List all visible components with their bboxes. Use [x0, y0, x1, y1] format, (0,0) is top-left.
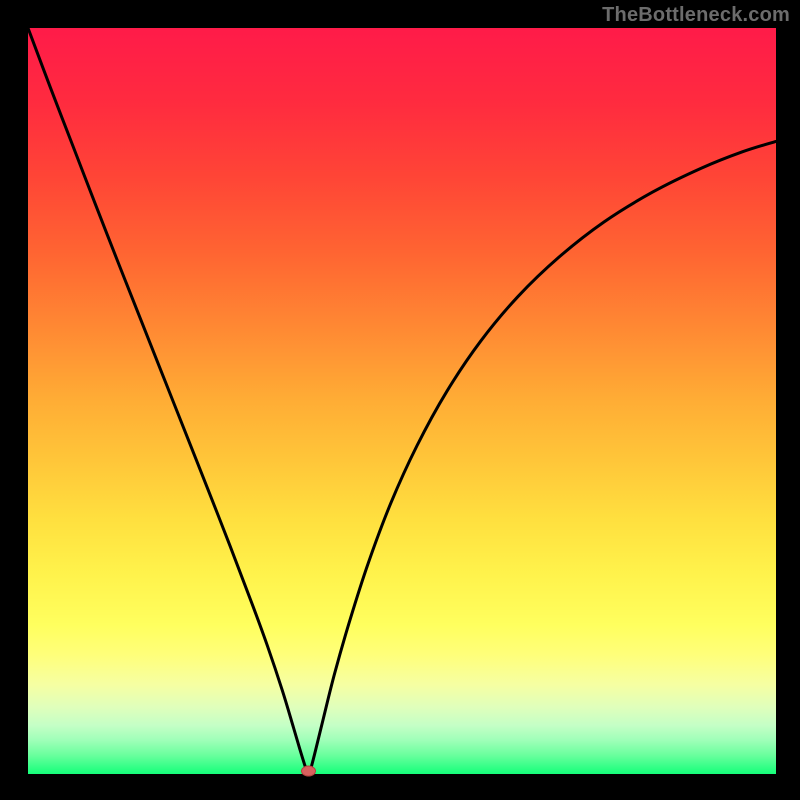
plot-background [28, 28, 776, 774]
chart-container: TheBottleneck.com [0, 0, 800, 800]
watermark-text: TheBottleneck.com [602, 4, 790, 27]
minimum-marker [302, 766, 316, 776]
bottleneck-chart [0, 0, 800, 800]
